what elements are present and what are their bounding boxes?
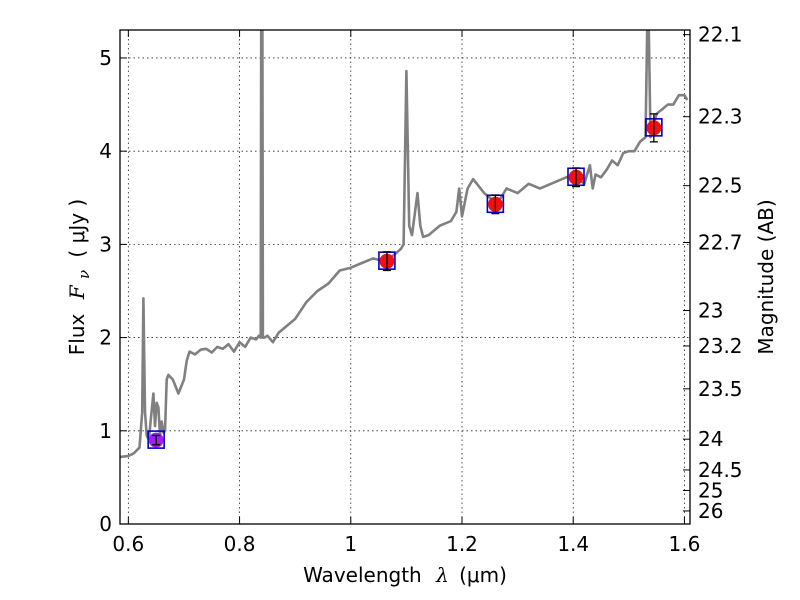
y-tick-label: 0 (99, 512, 112, 536)
x-axis-label-symbol: λ (435, 563, 449, 587)
y2-tick-label: 23.2 (698, 334, 743, 358)
y2-tick-label: 23 (698, 299, 723, 323)
y2-tick-label: 22.3 (698, 105, 743, 129)
series-layer (120, 30, 689, 459)
y2-tick-label: 24 (698, 427, 723, 451)
y2-tick-label: 25 (698, 478, 723, 502)
x-tick-label: 1 (344, 532, 357, 556)
y-axis-label: Flux F ν ( μJy ) (65, 199, 94, 355)
y-tick-label: 5 (99, 46, 112, 70)
x-tick-label: 1.2 (446, 532, 478, 556)
x-axis-label: Wavelength λ (μm) (303, 563, 507, 587)
x-tick-label: 0.8 (224, 532, 256, 556)
x-axis-label-unit: (μm) (459, 563, 507, 587)
y2-axis-label: Magnitude (AB) (754, 199, 778, 354)
filter-box (147, 430, 165, 449)
y-tick-label: 4 (99, 139, 112, 163)
x-tick-label: 0.6 (112, 532, 144, 556)
plot-frame (119, 29, 691, 525)
y-tick-label: 3 (99, 232, 112, 256)
spectrum-line (120, 30, 689, 459)
y2-tick-label: 23.5 (698, 377, 743, 401)
y2-tick-label: 22.5 (698, 174, 743, 198)
x-tick-label: 1.6 (669, 532, 701, 556)
y2-tick-label: 24.5 (698, 458, 743, 482)
y2-tick-label: 26 (698, 499, 723, 523)
x-tick-label: 1.4 (557, 532, 589, 556)
y-axis-label-symbol: F (65, 284, 89, 300)
y-axis-label-unit: ( μJy ) (65, 199, 89, 258)
y-tick-label: 2 (99, 326, 112, 350)
y2-tick-label: 22.1 (698, 23, 743, 47)
x-axis-label-text: Wavelength (303, 563, 422, 587)
y2-tick-label: 22.7 (698, 231, 743, 255)
y-axis-label-text: Flux (65, 313, 89, 355)
axis-ticks: 0.6 0.8 1 1.2 1.4 1.601234522.122.322.522.723… (99, 23, 742, 556)
photometry-points (147, 113, 663, 449)
y-tick-label: 1 (99, 419, 112, 443)
y-axis-label-subscript: ν (75, 270, 93, 279)
